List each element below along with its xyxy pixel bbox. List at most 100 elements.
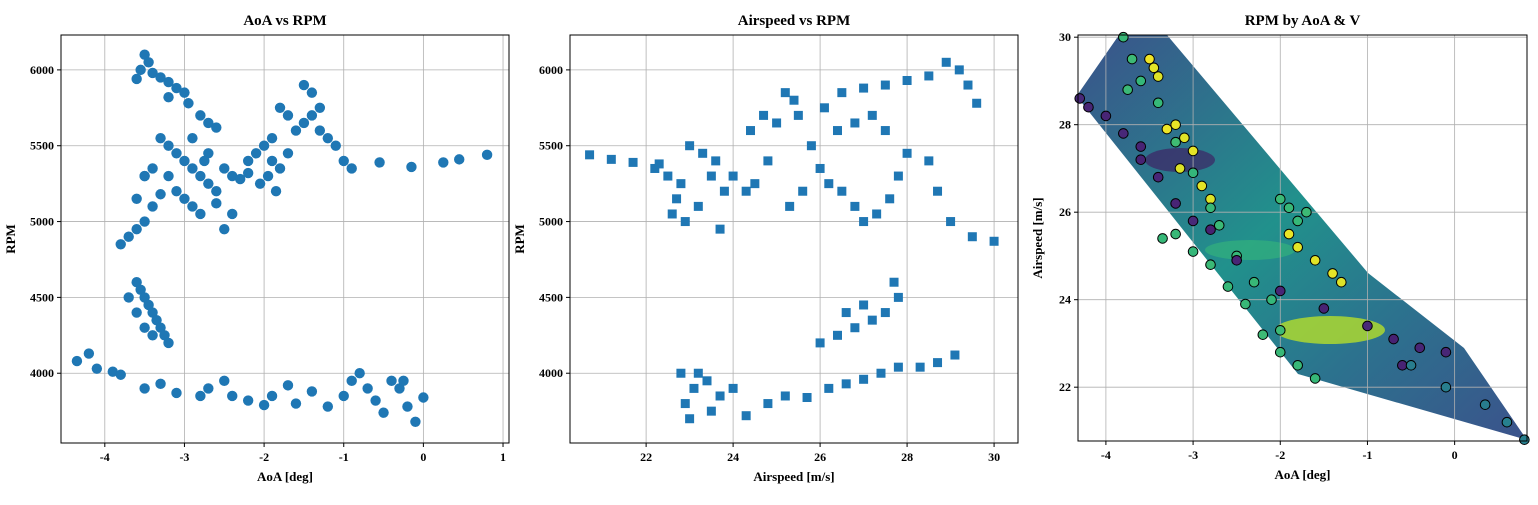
point (298, 79, 310, 91)
point (139, 216, 150, 227)
x-axis-label: Airspeed [m/s] (753, 469, 834, 484)
point (262, 170, 274, 182)
point (346, 163, 357, 174)
point (211, 198, 222, 209)
point (1240, 298, 1251, 310)
point (1170, 119, 1181, 130)
point (832, 330, 842, 340)
point (650, 163, 660, 173)
point (806, 141, 816, 151)
x-tick-label: -4 (1101, 448, 1111, 462)
point (711, 156, 721, 166)
point (672, 194, 682, 204)
x-tick-label: 24 (727, 450, 739, 464)
point (306, 110, 318, 121)
point (715, 391, 725, 401)
x-tick-label: 0 (1452, 448, 1458, 462)
contour-surface (1078, 35, 1527, 440)
point (183, 98, 194, 109)
point (689, 383, 699, 393)
point (354, 368, 365, 379)
point (885, 194, 895, 204)
point (815, 163, 825, 173)
point (71, 355, 83, 367)
point (1301, 206, 1312, 218)
point (1083, 101, 1094, 113)
point (418, 392, 429, 403)
point (746, 126, 756, 136)
point (1170, 228, 1181, 240)
point (123, 231, 134, 242)
point (171, 186, 182, 197)
point (606, 154, 616, 164)
point (915, 362, 925, 372)
x-tick-label: 22 (640, 450, 652, 464)
point (115, 239, 126, 250)
point (1157, 233, 1168, 244)
point (741, 411, 751, 421)
point (1213, 220, 1225, 231)
y-tick-label: 6000 (30, 63, 54, 77)
point (374, 157, 385, 168)
point (155, 189, 166, 200)
point (759, 110, 769, 120)
point (266, 132, 278, 144)
point (155, 378, 166, 390)
point (750, 179, 760, 189)
point (763, 156, 773, 166)
point (282, 110, 294, 121)
point (274, 163, 286, 174)
point (258, 399, 270, 411)
point (1266, 294, 1277, 305)
point (867, 315, 877, 325)
y-tick-label: 4000 (539, 366, 563, 380)
point (1187, 215, 1199, 227)
point (338, 155, 349, 167)
point (1292, 360, 1304, 371)
point (171, 82, 182, 94)
point (242, 395, 254, 406)
point (219, 223, 230, 235)
point (1170, 136, 1181, 148)
point (155, 72, 166, 83)
point (685, 141, 695, 151)
point (135, 64, 146, 76)
subplot: 22 24 26 28 30 4000 4500 5000 5500 6000 Airspeed v… (512, 13, 1019, 484)
point (946, 217, 956, 227)
point (378, 407, 389, 418)
point (1187, 145, 1199, 157)
point (941, 57, 951, 67)
point (203, 178, 214, 189)
point (163, 140, 174, 151)
point (1100, 110, 1112, 122)
point (1335, 276, 1347, 288)
point (195, 170, 206, 182)
points (71, 49, 493, 427)
x-tick-label: -2 (1275, 448, 1285, 462)
point (1388, 333, 1399, 345)
point (880, 80, 890, 90)
point (131, 73, 142, 85)
point (989, 236, 999, 246)
point (211, 122, 222, 133)
x-tick-label: -1 (1362, 448, 1372, 462)
point (163, 91, 174, 103)
point (902, 148, 912, 158)
point (1397, 360, 1408, 371)
point (1283, 228, 1295, 240)
point (802, 392, 812, 402)
contour-highlight (1275, 316, 1385, 344)
point (1126, 53, 1138, 65)
point (282, 148, 294, 159)
point (880, 308, 890, 318)
point (314, 125, 326, 136)
point (1283, 202, 1295, 214)
point (1122, 84, 1133, 95)
point (719, 186, 729, 196)
point (902, 76, 912, 86)
point (211, 186, 222, 197)
point (893, 362, 903, 372)
point (789, 95, 799, 105)
point (837, 88, 847, 98)
y-tick-label: 4500 (30, 290, 54, 304)
